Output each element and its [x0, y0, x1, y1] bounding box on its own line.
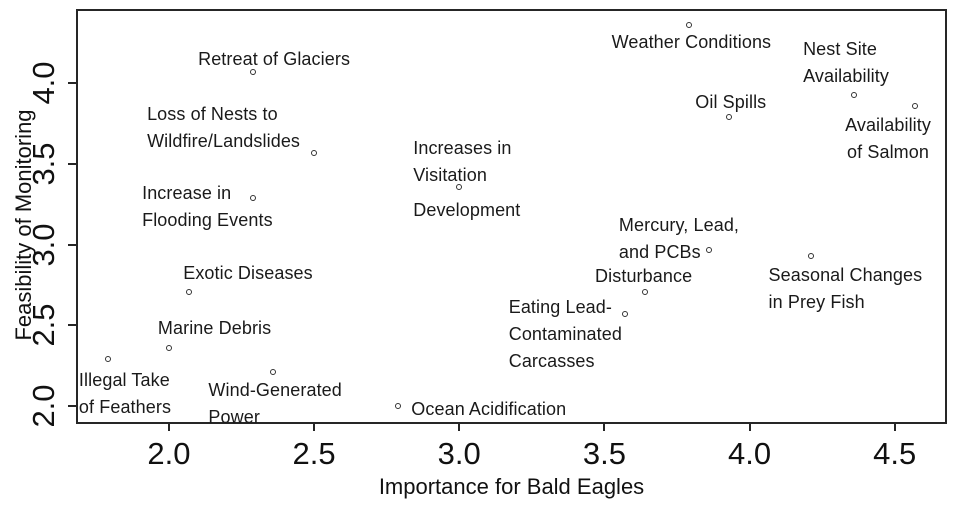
point-eating-lead-contaminated-carcasses [621, 311, 628, 318]
point-label-wind-generated-power: Wind-Generated Power [208, 380, 342, 428]
point-availability-of-salmon [912, 102, 919, 109]
point-weather-conditions [685, 22, 692, 29]
y-axis-title: Feasibility of Monitoring [11, 109, 36, 341]
y-tick-mark [68, 405, 76, 408]
point-label-nest-site-availability: Nest Site Availability [803, 38, 889, 86]
y-tick-label: 4.0 [26, 61, 61, 105]
point-label-eating-lead-contaminated-carcasses: Eating Lead- Contaminated Carcasses [508, 297, 622, 372]
point-increase-in-flooding-events [250, 194, 257, 201]
y-tick-mark [68, 163, 76, 166]
point-label-illegal-take-of-feathers: Illegal Take of Feathers [78, 370, 172, 418]
point-label-increases-in-visitation-development: Increases in Visitation [413, 137, 512, 185]
x-tick-mark [167, 423, 170, 431]
y-tick-mark [68, 324, 76, 327]
point-label-weather-conditions: Weather Conditions [611, 32, 772, 53]
x-tick-label: 4.0 [728, 436, 772, 471]
x-tick-label: 2.0 [147, 436, 191, 471]
point-label-oil-spills: Oil Spills [695, 92, 767, 113]
point-label-retreat-of-glaciers: Retreat of Glaciers [198, 48, 351, 69]
point-exotic-diseases [186, 288, 193, 295]
point-label2-increases-in-visitation-development: Development [413, 199, 521, 220]
point-seasonal-changes-in-prey-fish [807, 253, 814, 260]
point-label-disturbance: Disturbance [595, 265, 693, 286]
y-tick-mark [68, 82, 76, 85]
point-label-marine-debris: Marine Debris [157, 318, 272, 339]
y-tick-mark [68, 243, 76, 246]
x-tick-mark [458, 423, 461, 431]
point-label-increase-in-flooding-events: Increase in Flooding Events [142, 182, 273, 230]
point-label-availability-of-salmon: Availability of Salmon [845, 114, 931, 162]
x-tick-label: 4.5 [873, 436, 917, 471]
point-marine-debris [165, 345, 172, 352]
point-illegal-take-of-feathers [104, 356, 111, 363]
point-increases-in-visitation-development [456, 183, 463, 190]
x-tick-label: 3.5 [582, 436, 626, 471]
point-nest-site-availability [851, 91, 858, 98]
x-tick-label: 2.5 [292, 436, 336, 471]
point-label-exotic-diseases: Exotic Diseases [183, 262, 313, 283]
x-tick-mark [313, 423, 316, 431]
point-ocean-acidification [395, 403, 402, 410]
point-label-loss-of-nests-to-wildfire-landslides: Loss of Nests to Wildfire/Landslides [147, 103, 301, 151]
x-tick-mark [603, 423, 606, 431]
point-disturbance [642, 288, 649, 295]
y-tick-label: 2.0 [26, 384, 61, 428]
x-tick-mark [893, 423, 896, 431]
x-tick-label: 3.0 [437, 436, 481, 471]
x-axis-title: Importance for Bald Eagles [378, 474, 645, 499]
point-retreat-of-glaciers [250, 68, 257, 75]
plot-area [76, 9, 947, 424]
point-label-mercury-lead-and-pcbs: Mercury, Lead, and PCBs [618, 214, 740, 262]
point-loss-of-nests-to-wildfire-landslides [311, 149, 318, 156]
x-tick-mark [748, 423, 751, 431]
point-label-seasonal-changes-in-prey-fish: Seasonal Changes in Prey Fish [768, 265, 923, 313]
point-mercury-lead-and-pcbs [705, 246, 712, 253]
point-oil-spills [726, 114, 733, 121]
point-wind-generated-power [270, 369, 277, 376]
point-label-ocean-acidification: Ocean Acidification [411, 399, 567, 420]
